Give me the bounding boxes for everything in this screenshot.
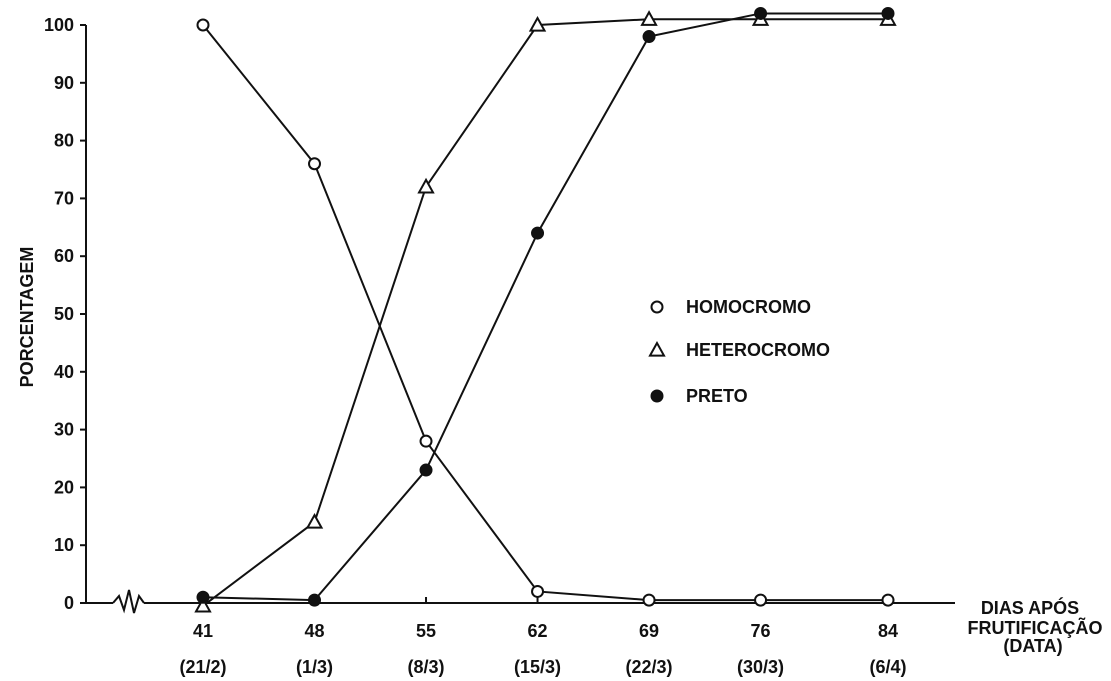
x-ticks: 41 (21/2) 48 (1/3) 55 (8/3) 62 (15/3) 69 (22/3) 76… xyxy=(179,597,907,677)
x-tick-label: 55 xyxy=(416,621,436,641)
axis-break-icon xyxy=(112,589,145,614)
x-axis-title-line-3: (DATA) xyxy=(1003,636,1062,656)
data-point xyxy=(531,226,545,240)
data-point xyxy=(754,6,768,20)
data-point xyxy=(642,30,656,44)
data-point xyxy=(642,593,656,607)
legend-label: PRETO xyxy=(686,386,748,406)
data-point xyxy=(881,6,895,20)
y-tick-label: 40 xyxy=(54,362,74,382)
x-date-label: (1/3) xyxy=(296,657,333,677)
series-preto xyxy=(196,6,895,607)
x-date-label: (8/3) xyxy=(408,657,445,677)
data-point xyxy=(196,590,210,604)
data-point xyxy=(640,10,658,26)
data-point xyxy=(531,584,545,598)
x-tick-label: 69 xyxy=(639,621,659,641)
series-layer xyxy=(194,6,897,613)
x-tick-label: 84 xyxy=(878,621,898,641)
legend-label: HOMOCROMO xyxy=(686,297,811,317)
data-point xyxy=(308,593,322,607)
legend: HOMOCROMO HETEROCROMO PRETO xyxy=(648,297,830,406)
y-ticks: 0 10 20 30 40 50 60 70 80 90 100 xyxy=(44,15,86,613)
y-tick-label: 30 xyxy=(54,420,74,440)
legend-marker xyxy=(648,340,666,357)
x-tick-label: 76 xyxy=(751,621,771,641)
x-tick-label: 48 xyxy=(304,621,324,641)
data-point xyxy=(754,593,768,607)
y-axis-title: PORCENTAGEM xyxy=(17,247,37,388)
y-tick-label: 60 xyxy=(54,246,74,266)
data-point xyxy=(305,513,324,529)
y-tick-label: 70 xyxy=(54,188,74,208)
legend-label: HETEROCROMO xyxy=(686,340,830,360)
data-point xyxy=(194,596,212,613)
x-date-label: (6/4) xyxy=(869,657,906,677)
x-date-label: (21/2) xyxy=(179,657,226,677)
y-tick-label: 0 xyxy=(64,593,74,613)
x-date-label: (15/3) xyxy=(514,657,561,677)
x-date-label: (30/3) xyxy=(737,657,784,677)
y-tick-label: 10 xyxy=(54,535,74,555)
data-point xyxy=(419,463,433,477)
y-tick-label: 100 xyxy=(44,15,74,35)
data-point xyxy=(417,177,435,194)
y-tick-label: 50 xyxy=(54,304,74,324)
data-point xyxy=(881,593,895,607)
x-axis-title-line-1: DIAS APÓS xyxy=(981,597,1079,618)
data-point xyxy=(196,18,210,32)
x-axis: 41 (21/2) 48 (1/3) 55 (8/3) 62 (15/3) 69 (22/3) 76… xyxy=(86,589,1103,677)
y-tick-label: 90 xyxy=(54,73,74,93)
legend-marker xyxy=(650,389,664,403)
x-axis-title-line-2: FRUTIFICAÇÃO xyxy=(968,617,1103,638)
series-homocromo xyxy=(196,18,895,607)
x-tick-label: 41 xyxy=(193,621,213,641)
data-point xyxy=(308,157,322,171)
x-date-label: (22/3) xyxy=(626,657,673,677)
data-point xyxy=(419,434,433,448)
x-tick-label: 62 xyxy=(528,621,548,641)
legend-marker xyxy=(650,300,664,314)
y-tick-label: 80 xyxy=(54,131,74,151)
data-point xyxy=(528,15,547,32)
y-axis: 0 10 20 30 40 50 60 70 80 90 100 PORCENTAGEM xyxy=(17,15,87,613)
y-tick-label: 20 xyxy=(54,477,74,497)
